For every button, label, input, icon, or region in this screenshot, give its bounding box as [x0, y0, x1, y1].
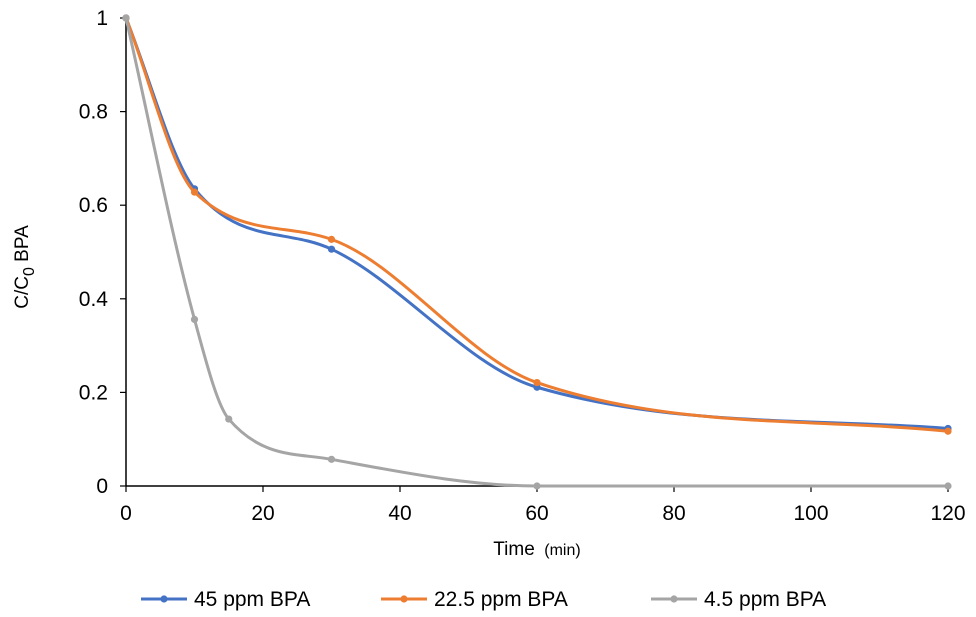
legend-swatch-marker — [670, 595, 678, 603]
tick-labels: 0 20 40 60 80 100 120 0 0.2 0.4 0.6 0.8 1 — [79, 7, 966, 525]
x-tick-label: 80 — [662, 502, 685, 525]
legend-label: 45 ppm BPA — [194, 588, 310, 611]
legend: 45 ppm BPA 22.5 ppm BPA 4.5 ppm BPA — [141, 588, 826, 611]
data-point — [327, 245, 336, 253]
y-tick-label: 0.2 — [79, 381, 108, 404]
y-axis-label-tail: BPA — [12, 225, 33, 267]
legend-swatch-marker — [160, 595, 168, 603]
data-point — [533, 482, 541, 490]
series-2 — [122, 14, 952, 435]
data-point — [944, 482, 952, 490]
series-line — [124, 16, 950, 433]
legend-item: 4.5 ppm BPA — [651, 588, 826, 611]
legend-label: 22.5 ppm BPA — [434, 588, 568, 611]
x-axis-unit: (min) — [544, 542, 580, 559]
y-axis-label-subscript: 0 — [21, 267, 38, 276]
legend-label: 4.5 ppm BPA — [704, 588, 826, 611]
x-axis-title: Time (min) — [493, 539, 580, 560]
series-line — [124, 16, 950, 488]
data-point — [533, 378, 541, 387]
data-point — [225, 415, 233, 423]
y-tick-label: 0.8 — [79, 101, 108, 124]
series-layer — [122, 14, 952, 490]
data-point — [190, 315, 199, 323]
y-tick-label: 0.6 — [79, 194, 108, 217]
data-point — [190, 188, 199, 196]
data-point — [327, 235, 336, 243]
data-point — [327, 455, 336, 463]
y-axis-label-main: C/C — [12, 276, 33, 309]
y-tick-label: 1 — [96, 7, 108, 30]
series-3 — [122, 14, 952, 490]
axis-titles: Time (min) C/C0 BPA — [12, 225, 581, 560]
legend-item: 22.5 ppm BPA — [381, 588, 568, 611]
x-tick-label: 100 — [793, 502, 828, 525]
x-tick-label: 40 — [388, 502, 411, 525]
y-tick-label: 0.4 — [79, 288, 109, 311]
y-axis-title: C/C0 BPA — [12, 225, 38, 309]
x-tick-label: 0 — [120, 502, 132, 525]
x-axis-label: Time — [493, 539, 535, 560]
x-tick-label: 120 — [930, 502, 965, 525]
x-tick-label: 60 — [525, 502, 548, 525]
y-tick-label: 0 — [96, 475, 108, 498]
data-point — [944, 427, 952, 435]
axes — [120, 17, 949, 492]
legend-item: 45 ppm BPA — [141, 588, 310, 611]
x-tick-label: 20 — [251, 502, 274, 525]
legend-swatch-marker — [400, 595, 408, 603]
data-point — [122, 14, 130, 22]
